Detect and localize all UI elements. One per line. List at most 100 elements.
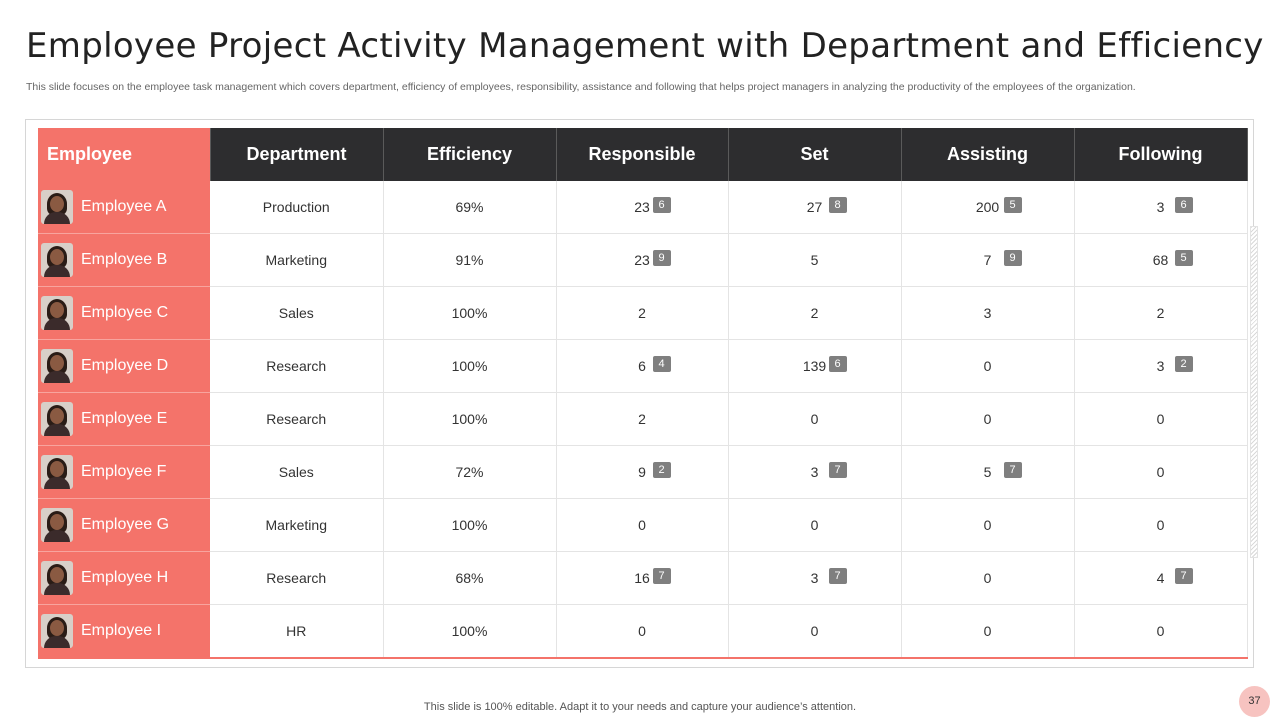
header-employee: Employee (38, 128, 211, 181)
employee-photo-icon (41, 349, 73, 383)
employee-name: Employee G (81, 516, 170, 533)
responsible-value: 9 (638, 464, 646, 480)
employee-name: Employee F (81, 463, 167, 480)
assisting-badge: 5 (1003, 197, 1022, 213)
responsible-badge: 2 (652, 462, 671, 478)
set-value: 3 (810, 570, 819, 586)
following-value: 0 (1156, 411, 1165, 427)
set-badge: 6 (828, 356, 847, 372)
scrollbar-decoration (1250, 226, 1258, 558)
table-row: Employee H Research 68% 16 7 3 7 0 4 7 (38, 551, 1248, 605)
set-value: 139 (802, 358, 827, 374)
employee-cell: Employee F (38, 445, 210, 499)
assisting-value: 0 (983, 570, 992, 586)
assisting-cell: 0 (901, 551, 1075, 605)
department-cell: Research (210, 392, 384, 446)
responsible-value: 6 (638, 358, 646, 374)
department-cell: Sales (210, 445, 384, 499)
responsible-value: 16 (634, 570, 650, 586)
set-cell: 0 (728, 604, 902, 659)
employee-name: Employee C (81, 304, 169, 321)
following-value: 0 (1156, 623, 1165, 639)
assisting-value: 7 (983, 252, 992, 268)
following-value: 0 (1156, 464, 1165, 480)
assisting-badge: 9 (1003, 250, 1022, 266)
set-badge: 7 (828, 568, 847, 584)
employee-cell: Employee H (38, 551, 210, 605)
efficiency-cell: 100% (383, 339, 557, 393)
set-value: 0 (810, 517, 819, 533)
table-row: Employee F Sales 72% 9 2 3 7 5 7 0 (38, 445, 1248, 499)
efficiency-cell: 91% (383, 233, 557, 287)
assisting-cell: 0 (901, 604, 1075, 659)
table-row: Employee D Research 100% 6 4 139 6 0 3 2 (38, 339, 1248, 393)
employee-name: Employee B (81, 251, 168, 268)
assisting-cell: 0 (901, 339, 1075, 393)
efficiency-cell: 100% (383, 604, 557, 659)
table-row: Employee C Sales 100% 2 2 3 2 (38, 286, 1248, 340)
department-cell: Sales (210, 286, 384, 340)
assisting-value: 5 (983, 464, 992, 480)
responsible-cell: 0 (556, 498, 729, 552)
following-value: 3 (1156, 199, 1165, 215)
following-value: 0 (1156, 517, 1165, 533)
responsible-cell: 0 (556, 604, 729, 659)
responsible-badge: 4 (652, 356, 671, 372)
department-cell: Research (210, 339, 384, 393)
responsible-badge: 6 (652, 197, 671, 213)
employee-cell: Employee B (38, 233, 210, 287)
header-efficiency: Efficiency (383, 128, 557, 181)
assisting-value: 0 (983, 517, 992, 533)
following-cell: 0 (1074, 604, 1248, 659)
header-set: Set (728, 128, 902, 181)
employee-name: Employee A (81, 198, 167, 215)
department-cell: Marketing (210, 233, 384, 287)
table-row: Employee A Production 69% 23 6 27 8 200 5 3 6 (38, 181, 1248, 234)
responsible-value: 0 (638, 517, 646, 533)
responsible-badge: 7 (652, 568, 671, 584)
table-row: Employee G Marketing 100% 0 0 0 0 (38, 498, 1248, 552)
assisting-cell: 0 (901, 392, 1075, 446)
set-cell: 0 (728, 498, 902, 552)
responsible-badge: 9 (652, 250, 671, 266)
employee-photo-icon (41, 614, 73, 648)
employee-cell: Employee A (38, 181, 210, 234)
employee-name: Employee D (81, 357, 169, 374)
set-badge: 7 (828, 462, 847, 478)
assisting-cell: 0 (901, 498, 1075, 552)
following-cell: 68 5 (1074, 233, 1248, 287)
slide-subtitle: This slide focuses on the employee task … (26, 81, 1136, 93)
header-responsible: Responsible (556, 128, 729, 181)
following-value: 2 (1156, 305, 1165, 321)
employee-name: Employee E (81, 410, 168, 427)
set-cell: 27 8 (728, 181, 902, 234)
responsible-cell: 23 6 (556, 181, 729, 234)
table-row: Employee E Research 100% 2 0 0 0 (38, 392, 1248, 446)
following-cell: 0 (1074, 498, 1248, 552)
employee-photo-icon (41, 561, 73, 595)
assisting-value: 0 (983, 358, 992, 374)
following-badge: 2 (1174, 356, 1193, 372)
department-cell: Production (210, 181, 384, 234)
efficiency-cell: 69% (383, 181, 557, 234)
responsible-cell: 2 (556, 392, 729, 446)
responsible-value: 2 (638, 305, 646, 321)
set-cell: 2 (728, 286, 902, 340)
set-value: 0 (810, 623, 819, 639)
set-cell: 139 6 (728, 339, 902, 393)
employee-activity-table: Employee Department Efficiency Responsib… (38, 128, 1248, 659)
assisting-cell: 3 (901, 286, 1075, 340)
employee-photo-icon (41, 243, 73, 277)
employee-photo-icon (41, 296, 73, 330)
following-cell: 0 (1074, 392, 1248, 446)
efficiency-cell: 68% (383, 551, 557, 605)
set-value: 5 (810, 252, 819, 268)
department-cell: Research (210, 551, 384, 605)
